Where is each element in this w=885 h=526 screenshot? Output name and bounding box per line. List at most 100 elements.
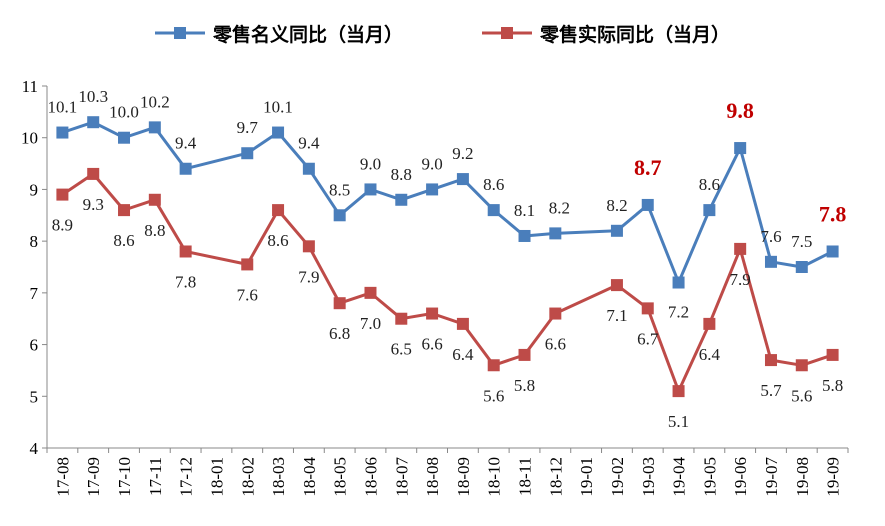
legend-item-nominal[interactable]: 零售名义同比（当月） <box>155 23 403 46</box>
data-point-19-07[interactable] <box>764 255 777 268</box>
data-label-17-12: 7.8 <box>175 272 196 291</box>
x-tick-label: 17-10 <box>115 457 134 497</box>
data-point-19-08[interactable] <box>795 261 808 273</box>
data-label-17-08: 8.9 <box>52 216 73 235</box>
x-tick-label: 17-11 <box>146 457 165 496</box>
x-tick-label: 19-06 <box>731 457 750 497</box>
data-point-18-11[interactable] <box>518 229 531 242</box>
data-label-18-11: 5.8 <box>514 376 535 395</box>
data-label-19-06: 7.9 <box>730 270 751 289</box>
data-label-19-05: 6.4 <box>699 345 721 364</box>
data-point-19-02[interactable] <box>610 279 623 292</box>
legend: 零售名义同比（当月） 零售实际同比（当月） <box>155 23 730 46</box>
data-point-18-07[interactable] <box>395 193 408 206</box>
data-label-17-11: 8.8 <box>144 221 165 240</box>
x-tick-label: 18-05 <box>331 457 350 497</box>
data-point-17-09[interactable] <box>87 116 100 129</box>
data-point-18-12[interactable] <box>549 227 562 240</box>
data-point-19-05[interactable] <box>703 204 716 217</box>
legend-label-nominal: 零售名义同比（当月） <box>212 23 403 46</box>
data-point-17-09[interactable] <box>87 167 100 180</box>
data-point-17-12[interactable] <box>179 162 192 175</box>
data-point-18-04[interactable] <box>302 162 315 175</box>
series-line-0 <box>61 120 834 284</box>
legend-item-real[interactable]: 零售实际同比（当月） <box>482 23 730 46</box>
data-point-19-04[interactable] <box>672 385 685 398</box>
data-point-17-12[interactable] <box>179 245 192 258</box>
data-point-18-08[interactable] <box>426 183 439 196</box>
data-point-17-10[interactable] <box>118 204 131 217</box>
y-tick-label: 9 <box>30 180 39 199</box>
x-tick-label: 18-02 <box>238 457 257 497</box>
data-label-19-07: 5.7 <box>760 381 782 400</box>
data-point-18-03[interactable] <box>272 204 285 217</box>
data-point-18-08[interactable] <box>426 307 439 320</box>
data-point-18-02[interactable] <box>241 258 254 271</box>
data-label-19-09: 5.8 <box>822 376 843 395</box>
data-label-19-04: 7.2 <box>668 303 689 322</box>
y-tick-label: 7 <box>30 284 39 303</box>
data-label-18-02: 9.7 <box>237 118 259 137</box>
data-point-19-07[interactable] <box>764 354 777 367</box>
x-tick-label: 18-07 <box>392 457 411 497</box>
data-label-17-11: 10.2 <box>140 92 170 111</box>
y-tick-label: 10 <box>21 129 38 148</box>
data-point-19-03[interactable] <box>641 302 654 315</box>
data-label-19-03: 6.7 <box>637 329 659 348</box>
x-tick-label: 17-12 <box>177 457 196 497</box>
data-label-19-09: 7.8 <box>819 201 847 226</box>
x-tick-label: 19-08 <box>793 457 812 497</box>
series-line-1 <box>61 172 834 393</box>
x-tick-label: 18-08 <box>423 457 442 497</box>
data-point-18-07[interactable] <box>395 312 408 325</box>
data-point-17-11[interactable] <box>148 121 161 134</box>
data-point-18-04[interactable] <box>302 240 315 253</box>
data-label-18-07: 6.5 <box>391 340 412 359</box>
x-tick-label: 18-03 <box>269 457 288 497</box>
x-tick-label: 18-10 <box>485 457 504 497</box>
data-point-18-02[interactable] <box>241 147 254 160</box>
data-label-18-09: 9.2 <box>452 144 473 163</box>
data-point-17-08[interactable] <box>56 126 69 139</box>
data-point-17-08[interactable] <box>56 188 69 201</box>
data-point-18-06[interactable] <box>364 183 377 196</box>
x-tick-label: 19-09 <box>824 457 843 497</box>
data-point-18-10[interactable] <box>487 359 500 372</box>
data-point-18-03[interactable] <box>272 126 285 139</box>
data-label-19-08: 7.5 <box>791 232 812 251</box>
data-label-19-06: 9.8 <box>726 98 754 123</box>
data-point-18-06[interactable] <box>364 286 377 299</box>
data-point-19-05[interactable] <box>703 317 716 330</box>
data-label-18-06: 9.0 <box>360 154 381 173</box>
y-tick-label: 6 <box>30 336 39 355</box>
series-layer <box>56 116 839 398</box>
data-point-19-09[interactable] <box>826 348 839 361</box>
data-point-19-06[interactable] <box>734 142 747 155</box>
data-point-19-08[interactable] <box>795 359 808 372</box>
data-point-19-02[interactable] <box>610 224 623 237</box>
data-point-18-09[interactable] <box>456 173 469 186</box>
data-point-19-04[interactable] <box>672 276 685 289</box>
x-tick-label: 18-12 <box>546 457 565 497</box>
data-label-19-08: 5.6 <box>791 386 812 405</box>
data-point-19-09[interactable] <box>826 245 839 258</box>
data-point-18-05[interactable] <box>333 297 346 310</box>
data-point-18-09[interactable] <box>456 317 469 330</box>
data-label-18-11: 8.1 <box>514 201 535 220</box>
x-tick-label: 18-01 <box>207 457 226 497</box>
data-point-18-12[interactable] <box>549 307 562 320</box>
data-point-17-10[interactable] <box>118 131 131 144</box>
data-point-19-06[interactable] <box>734 242 747 255</box>
data-point-18-10[interactable] <box>487 204 500 217</box>
legend-marker-nominal <box>174 27 186 39</box>
data-point-17-11[interactable] <box>148 193 161 206</box>
x-tick-label: 17-08 <box>53 457 72 497</box>
data-point-19-03[interactable] <box>641 198 654 211</box>
data-point-18-11[interactable] <box>518 348 531 361</box>
data-point-18-05[interactable] <box>333 209 346 222</box>
x-tick-label: 19-01 <box>577 457 596 497</box>
data-label-19-04: 5.1 <box>668 412 689 431</box>
data-label-18-10: 8.6 <box>483 175 504 194</box>
data-label-18-07: 8.8 <box>391 165 412 184</box>
